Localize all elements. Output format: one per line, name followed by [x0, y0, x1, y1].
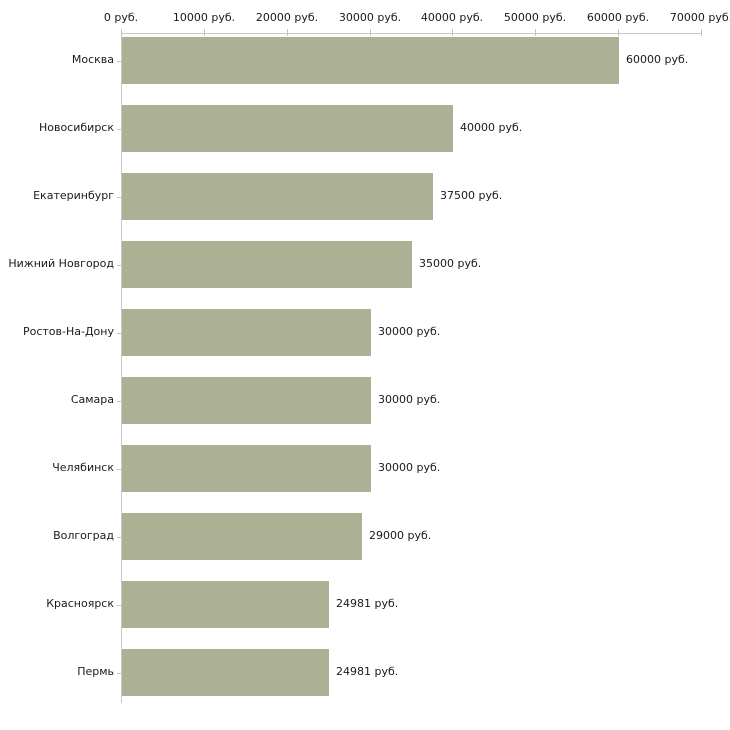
- bar: [122, 173, 433, 220]
- category-label: Новосибирск: [38, 121, 114, 134]
- x-axis-tick-label: 70000 руб.: [669, 11, 730, 24]
- value-label: 30000 руб.: [378, 393, 441, 406]
- y-axis-tick: [117, 265, 121, 266]
- bar: [122, 649, 329, 696]
- bar: [122, 445, 371, 492]
- bar: [122, 241, 412, 288]
- category-label: Пермь: [77, 665, 114, 678]
- y-axis-tick: [117, 61, 121, 62]
- y-axis-line: [121, 33, 122, 703]
- category-label: Красноярск: [46, 597, 114, 610]
- x-axis-tick-label: 30000 руб.: [338, 11, 402, 24]
- x-axis-tick: [287, 29, 288, 36]
- x-axis-tick-label: 40000 руб.: [420, 11, 484, 24]
- category-label: Ростов-На-Дону: [22, 325, 114, 338]
- x-axis-tick: [204, 29, 205, 36]
- y-axis-tick: [117, 673, 121, 674]
- x-axis-tick-label: 50000 руб.: [503, 11, 567, 24]
- y-axis-tick: [117, 197, 121, 198]
- y-axis-tick: [117, 537, 121, 538]
- x-axis-tick-label: 20000 руб.: [255, 11, 319, 24]
- value-label: 40000 руб.: [460, 121, 523, 134]
- bar: [122, 37, 619, 84]
- x-axis-tick: [121, 29, 122, 36]
- bar: [122, 377, 371, 424]
- y-axis-tick: [117, 605, 121, 606]
- category-label: Самара: [70, 393, 114, 406]
- value-label: 30000 руб.: [378, 325, 441, 338]
- x-axis-tick-label: 60000 руб.: [586, 11, 650, 24]
- y-axis-tick: [117, 469, 121, 470]
- x-axis-tick: [452, 29, 453, 36]
- y-axis-tick: [117, 401, 121, 402]
- value-label: 29000 руб.: [369, 529, 432, 542]
- y-axis-tick: [117, 129, 121, 130]
- x-axis-tick: [370, 29, 371, 36]
- value-label: 24981 руб.: [336, 597, 399, 610]
- x-axis-line: [121, 33, 701, 34]
- bar: [122, 513, 362, 560]
- category-label: Екатеринбург: [33, 189, 114, 202]
- value-label: 24981 руб.: [336, 665, 399, 678]
- value-label: 30000 руб.: [378, 461, 441, 474]
- x-axis-tick: [701, 29, 702, 36]
- category-label: Нижний Новгород: [8, 257, 114, 270]
- x-axis-tick: [535, 29, 536, 36]
- category-label: Москва: [71, 53, 114, 66]
- value-label: 37500 руб.: [440, 189, 503, 202]
- x-axis-tick-label: 10000 руб.: [172, 11, 236, 24]
- category-label: Волгоград: [53, 529, 114, 542]
- value-label: 60000 руб.: [626, 53, 689, 66]
- bar: [122, 581, 329, 628]
- value-label: 35000 руб.: [419, 257, 482, 270]
- bar: [122, 105, 453, 152]
- x-axis-tick-label: 0 руб.: [103, 11, 139, 24]
- y-axis-tick: [117, 333, 121, 334]
- x-axis-tick: [618, 29, 619, 36]
- bar: [122, 309, 371, 356]
- category-label: Челябинск: [52, 461, 114, 474]
